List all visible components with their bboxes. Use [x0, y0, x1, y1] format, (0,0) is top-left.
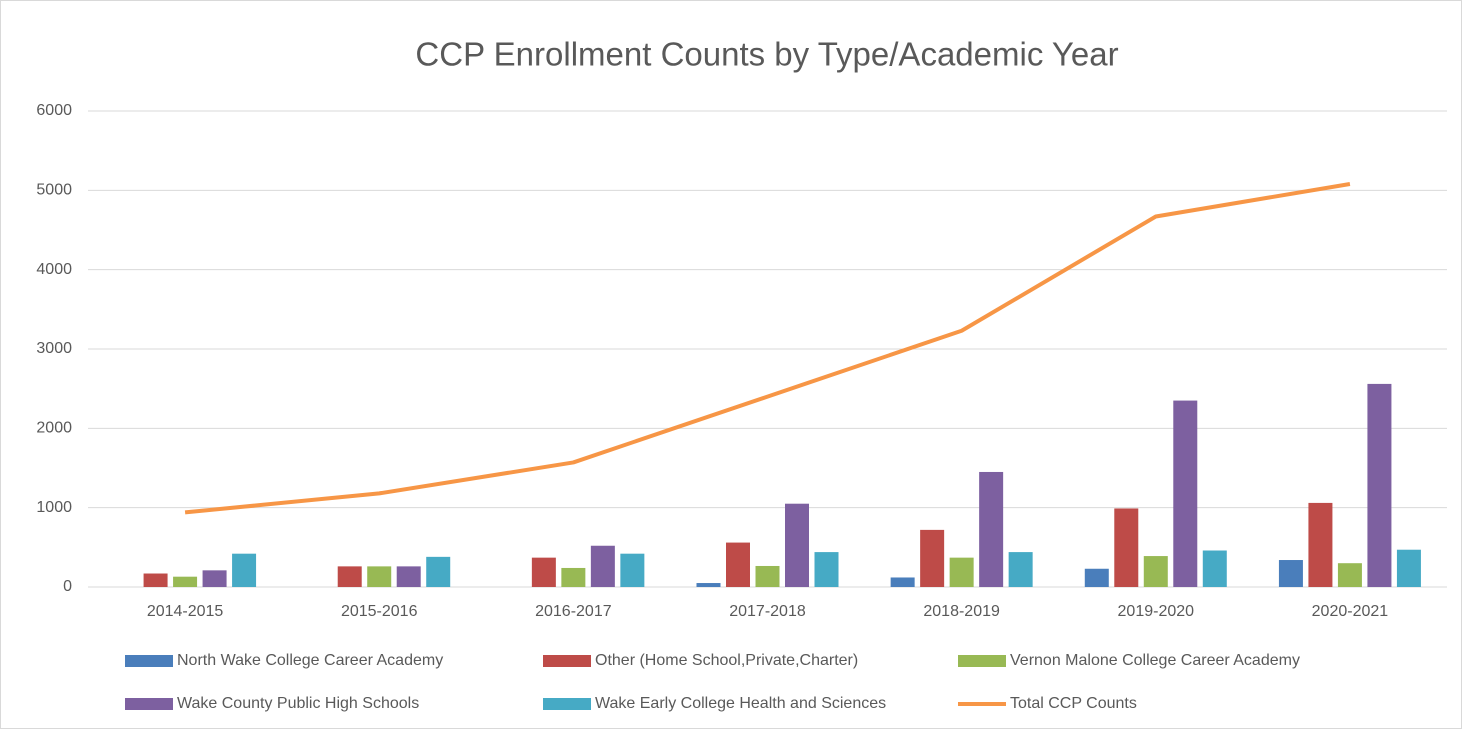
x-tick-label: 2020-2021 [1312, 603, 1389, 620]
bar [173, 576, 198, 587]
bar [814, 552, 839, 587]
bar [367, 566, 392, 587]
x-tick-label: 2019-2020 [1118, 603, 1195, 620]
bar [1367, 383, 1392, 587]
x-tick-label: 2014-2015 [147, 603, 224, 620]
x-tick-label: 2015-2016 [341, 603, 418, 620]
bar [949, 557, 974, 587]
bar [620, 553, 645, 587]
legend-label: North Wake College Career Academy [177, 652, 443, 669]
legend-swatch [543, 698, 591, 710]
legend-swatch [543, 655, 591, 667]
y-tick-label: 3000 [36, 340, 72, 357]
bar [1202, 550, 1227, 587]
bar [337, 566, 362, 587]
bar [426, 556, 451, 587]
bar [202, 570, 227, 587]
y-tick-label: 0 [63, 578, 72, 595]
legend-label: Other (Home School,Private,Charter) [595, 652, 858, 669]
legend-swatch [125, 655, 173, 667]
bar [531, 557, 556, 587]
chart-title: CCP Enrollment Counts by Type/Academic Y… [415, 36, 1118, 73]
bar [920, 529, 945, 587]
bar [1008, 552, 1033, 587]
x-tick-label: 2018-2019 [923, 603, 1000, 620]
legend-label: Total CCP Counts [1010, 695, 1137, 712]
bar [590, 545, 615, 587]
bar [696, 583, 721, 587]
bar [143, 573, 168, 587]
bar [1084, 568, 1109, 587]
bar [1173, 400, 1198, 587]
x-tick-label: 2016-2017 [535, 603, 612, 620]
bar [1337, 563, 1362, 587]
bar [1308, 502, 1333, 587]
legend-swatch [958, 655, 1006, 667]
legend-label: Wake Early College Health and Sciences [595, 695, 886, 712]
bar [785, 503, 809, 587]
y-tick-label: 4000 [36, 261, 72, 278]
bar [1114, 508, 1139, 587]
bar [1278, 560, 1303, 587]
y-tick-label: 5000 [36, 182, 72, 199]
bar [396, 566, 421, 587]
bar [232, 553, 257, 587]
bar [561, 567, 586, 587]
bar [979, 471, 1004, 587]
bar [755, 565, 780, 587]
line-series [184, 182, 1351, 515]
y-tick-label: 1000 [36, 499, 72, 516]
bar [890, 577, 915, 587]
x-tick-label: 2017-2018 [729, 603, 806, 620]
legend-swatch [125, 698, 173, 710]
bar [726, 542, 750, 587]
y-tick-label: 2000 [36, 420, 72, 437]
bar [1143, 556, 1168, 587]
y-tick-label: 6000 [36, 102, 72, 119]
legend-label: Wake County Public High Schools [177, 695, 419, 712]
bar [1396, 549, 1421, 587]
legend-label: Vernon Malone College Career Academy [1010, 652, 1300, 669]
